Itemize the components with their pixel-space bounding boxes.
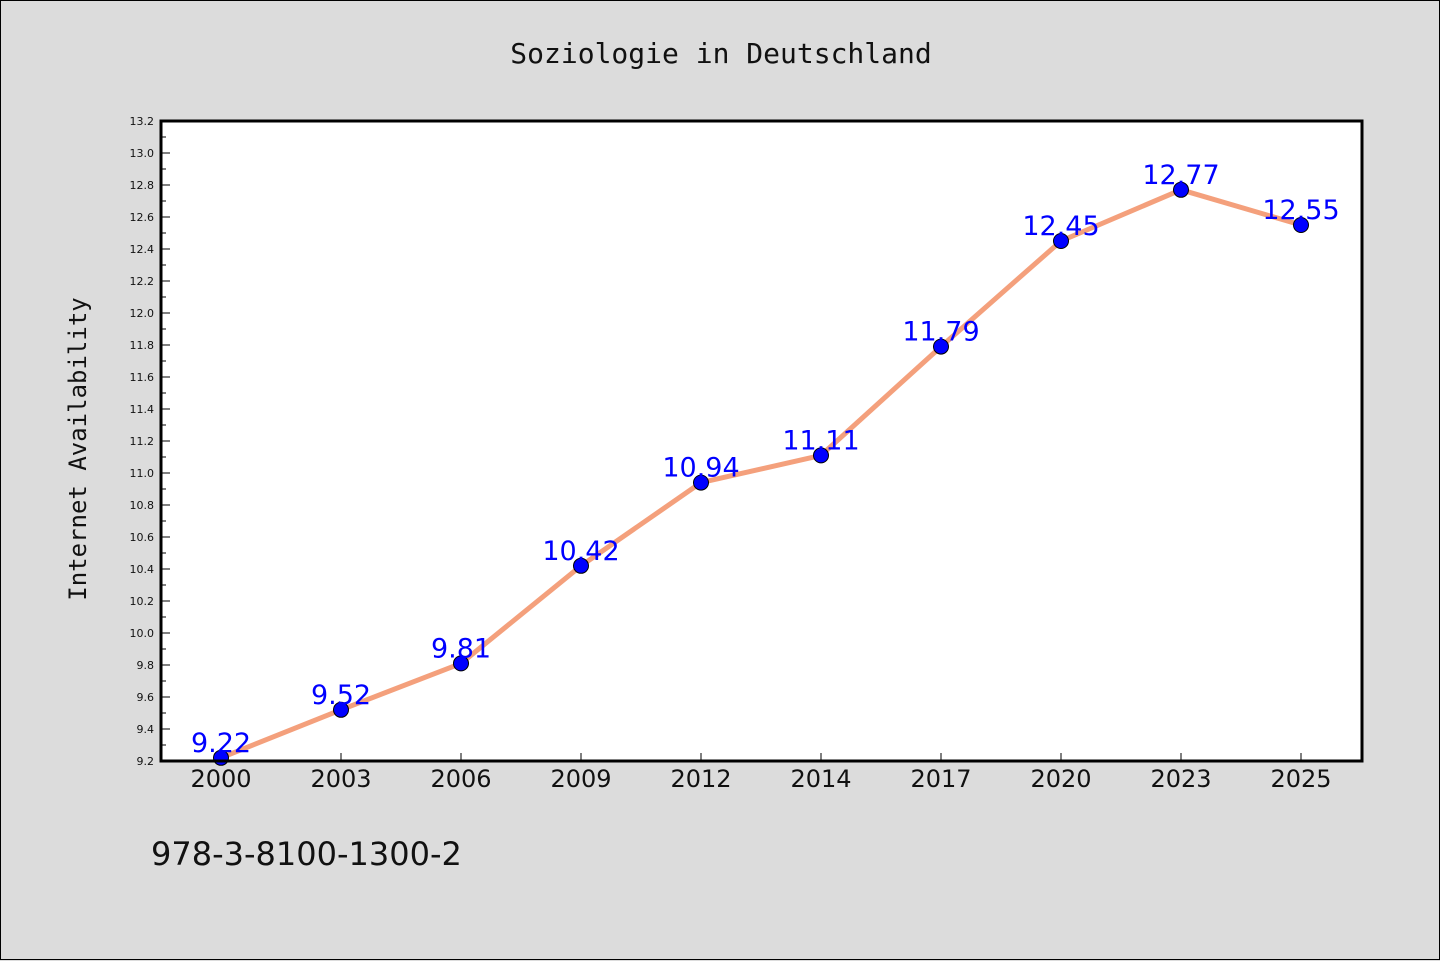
plot-area [161,121,1362,761]
y-tick-label: 12.6 [130,211,155,224]
y-tick-label: 9.2 [137,755,155,768]
x-tick-label: 2014 [790,765,851,793]
y-tick-label: 11.4 [130,403,155,416]
data-label: 9.22 [191,728,251,759]
plot-frame [159,119,1364,763]
chart-title: Soziologie in Deutschland [510,37,931,70]
y-tick-label: 11.6 [130,371,155,384]
x-axis: 2000 2003 2006 2009 2012 2014 2017 2020 2023 2025 [190,753,1332,793]
y-axis: 9.2 9.4 9.6 9.8 10.0 10.2 10.4 10.6 10.8 11.0 11.2… [130,115,170,768]
data-point [1053,233,1069,249]
y-tick-label: 12.0 [130,307,155,320]
x-tick-label: 2012 [670,765,731,793]
y-tick-label: 9.6 [137,691,155,704]
data-label: 10.94 [662,453,739,484]
data-label: 9.81 [431,633,491,664]
data-point [1173,181,1189,198]
y-axis-label: Internet Availability [64,297,92,600]
x-tick-label: 2025 [1270,765,1331,793]
data-point [333,701,349,718]
y-tick-label: 13.0 [130,147,155,160]
data-labels: 9.22 9.52 9.81 10.42 10.94 11.11 11.79 12.45 12.… [191,160,1340,759]
y-tick-label: 10.0 [130,627,155,640]
y-tick-label: 9.4 [137,723,155,736]
y-tick-label: 11.0 [130,467,155,480]
series-line [218,187,1304,761]
data-point [453,655,469,672]
data-label: 12.45 [1022,211,1099,242]
y-tick-label: 10.8 [130,499,155,512]
data-point [813,447,829,464]
y-tick-label: 10.4 [130,563,155,576]
data-label: 11.79 [902,317,979,348]
data-label: 11.11 [782,425,859,456]
data-label: 9.52 [311,680,371,711]
y-tick-label: 12.2 [130,275,155,288]
y-tick-label: 11.2 [130,435,155,448]
y-tick-label: 9.8 [137,659,155,672]
series-line-group [218,187,1304,761]
data-label: 12.55 [1262,195,1339,226]
x-tick-label: 2000 [190,765,251,793]
y-tick-label: 11.8 [130,339,155,352]
data-markers [213,181,1309,766]
x-tick-label: 2017 [910,765,971,793]
y-tick-label: 12.8 [130,179,155,192]
x-tick-label: 2009 [550,765,611,793]
data-label: 10.42 [542,536,619,567]
x-tick-label: 2006 [430,765,491,793]
data-point [1293,217,1309,233]
y-tick-label: 10.2 [130,595,155,608]
footer-code: 978-3-8100-1300-2 [151,835,462,873]
y-tick-label: 10.6 [130,531,155,544]
y-tick-label: 12.4 [130,243,155,256]
y-tick-label: 13.2 [130,115,155,128]
data-point [573,557,589,574]
x-tick-label: 2003 [310,765,371,793]
data-label: 12.77 [1142,160,1219,191]
x-tick-label: 2020 [1030,765,1091,793]
data-point [693,474,709,491]
data-point [933,338,949,355]
x-tick-label: 2023 [1150,765,1211,793]
